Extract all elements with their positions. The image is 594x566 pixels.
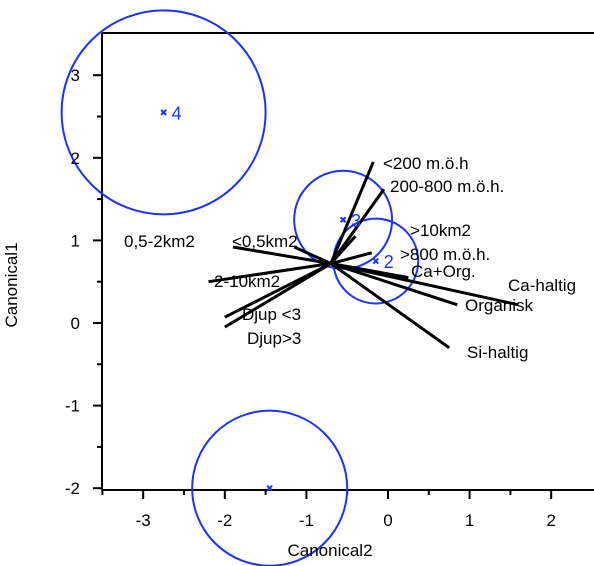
biplot-ray [293, 245, 332, 265]
biplot-ray-label: Ca+Org. [411, 262, 476, 281]
biplot-ray-label: Djup <3 [242, 305, 301, 324]
biplot-ray [330, 262, 519, 307]
x-tick-label: 0 [383, 511, 392, 530]
y-tick-label: 3 [71, 66, 80, 85]
group-centroid-marker [266, 484, 273, 492]
biplot-ray [330, 262, 451, 350]
biplot-rays [208, 161, 519, 350]
x-tick-label: 2 [546, 511, 555, 530]
group-centroid-marker [339, 216, 347, 223]
y-tick-label: -1 [65, 397, 80, 416]
biplot-ray-label: Ca-haltig [508, 276, 576, 295]
x-tick-label: -2 [217, 511, 232, 530]
biplot-ray-label: Si-haltig [467, 343, 528, 362]
group-centroid-marker [160, 109, 167, 116]
biplot-ray [224, 262, 332, 329]
biplot-ray [329, 188, 386, 265]
biplot-ray [329, 161, 375, 265]
chart-labels: -3 -2 -1 0 1 2 -2 -1 0 1 2 3 4 3 2 <200 m.ö.h 200-800 m.… [65, 66, 576, 530]
group-label: 3 [351, 211, 361, 231]
biplot-ray [330, 251, 373, 265]
plot-frame [101, 32, 594, 491]
biplot-ray-label: >800 m.ö.h. [400, 245, 490, 264]
group-centroid-marker [372, 257, 379, 265]
group-label: 2 [384, 252, 394, 272]
biplot-ray-label: >10km2 [410, 221, 471, 240]
group-label: 4 [172, 103, 182, 123]
biplot-ray [330, 262, 458, 307]
biplot-ray-label: Organisk [465, 296, 534, 315]
y-tick-label: 1 [71, 231, 80, 250]
group-circle [60, 9, 267, 216]
biplot-ray [208, 262, 332, 284]
x-axis-title: Canonical2 [287, 541, 372, 560]
biplot-ray-label: <200 m.ö.h [383, 154, 469, 173]
biplot-ray-label: <0,5km2 [232, 232, 298, 251]
biplot-ray [232, 245, 332, 266]
y-axis-title: Canonical1 [2, 242, 21, 327]
x-tick-label: -1 [299, 511, 314, 530]
biplot-ray-label: 2-10km2 [214, 272, 280, 291]
axis-ticks [93, 74, 553, 499]
x-tick-label: -3 [136, 511, 151, 530]
x-tick-label: 1 [465, 511, 474, 530]
biplot-ray [329, 235, 357, 265]
y-tick-label: 0 [71, 314, 80, 333]
y-tick-label: -2 [65, 479, 80, 498]
y-tick-label: 2 [71, 149, 80, 168]
biplot-ray-label: 200-800 m.ö.h. [390, 177, 504, 196]
biplot-ray-label: Djup>3 [247, 329, 301, 348]
biplot-ray-label: 0,5-2km2 [124, 232, 195, 251]
